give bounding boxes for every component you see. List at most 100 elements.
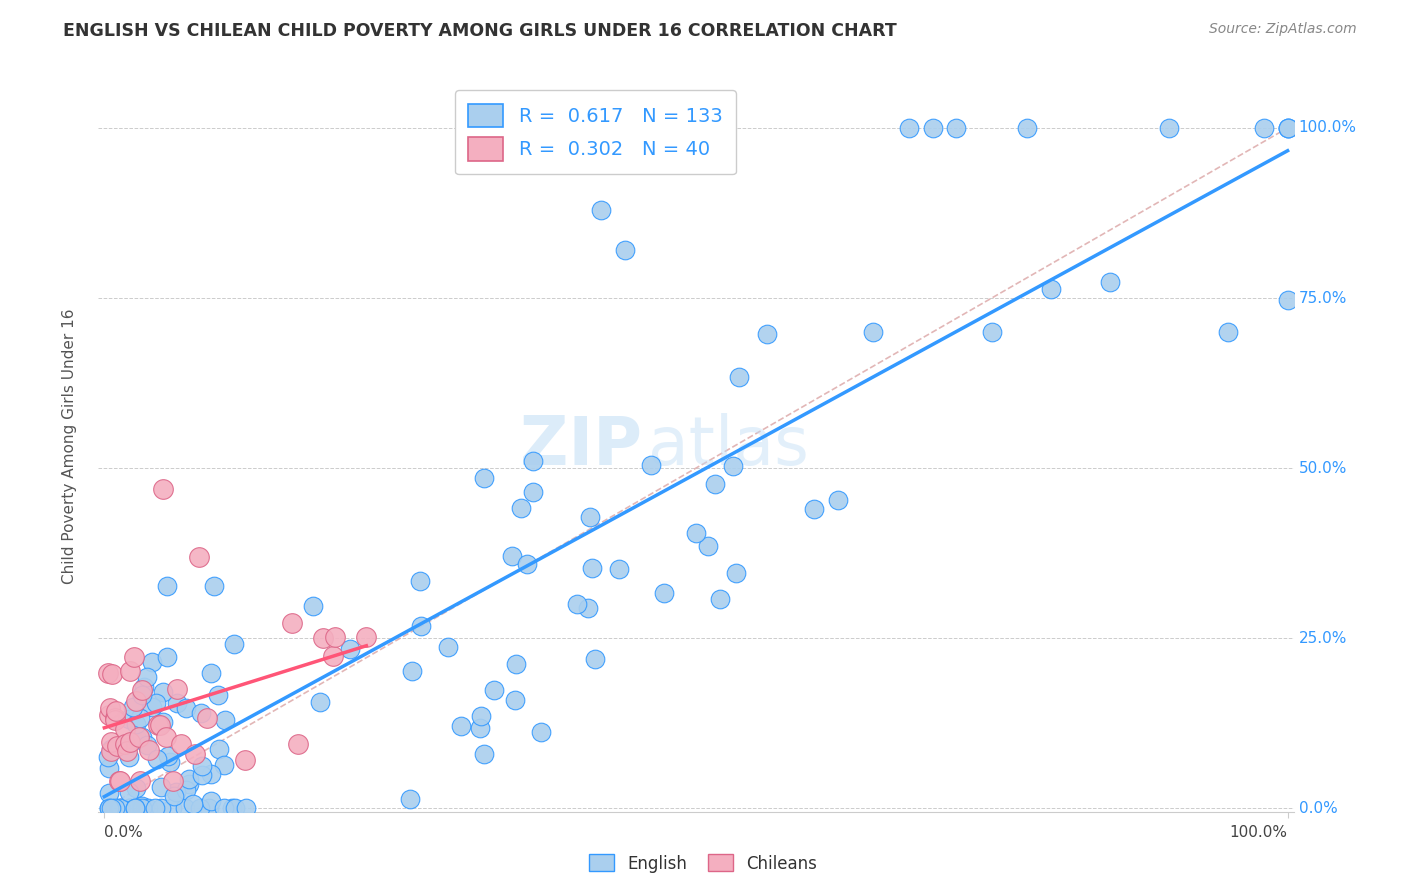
Point [146,718,169,732]
Point [207,689,229,703]
Point [197,801,219,815]
Point [157,748,180,763]
Text: ENGLISH VS CHILEAN CHILD POVERTY AMONG GIRLS UNDER 16 CORRELATION CHART: ENGLISH VS CHILEAN CHILD POVERTY AMONG G… [63,22,897,40]
Point [120,801,142,815]
Point [131,688,153,702]
Point [696,539,718,553]
Point [114,737,136,751]
Point [138,742,160,756]
Point [1277,120,1299,135]
Point [174,782,197,797]
Point [101,666,124,681]
Point [191,768,214,782]
Point [1218,325,1240,339]
Point [98,761,121,775]
Point [281,615,304,630]
Point [97,708,120,723]
Point [104,801,127,815]
Point [177,777,200,791]
Point [312,631,335,645]
Point [156,650,179,665]
Point [131,689,153,703]
Point [97,665,120,680]
Legend: R =  0.617   N = 133, R =  0.302   N = 40: R = 0.617 N = 133, R = 0.302 N = 40 [454,90,737,175]
Text: ZIP: ZIP [520,413,643,479]
Point [862,325,884,339]
Point [143,801,166,815]
Point [301,599,323,614]
Text: Source: ZipAtlas.com: Source: ZipAtlas.com [1209,22,1357,37]
Point [108,801,131,815]
Point [725,566,748,580]
Point [131,799,153,814]
Point [409,574,432,589]
Point [100,735,122,749]
Point [118,801,141,815]
Point [356,630,378,644]
Point [287,737,309,751]
Point [159,755,181,769]
Point [579,509,602,524]
Point [607,562,630,576]
Point [118,712,141,726]
Point [470,708,492,723]
Point [921,120,943,135]
Point [468,721,491,735]
Point [110,774,132,789]
Point [728,370,751,384]
Text: 75.0%: 75.0% [1299,291,1347,306]
Point [129,711,152,725]
Point [155,730,177,744]
Point [233,754,256,768]
Y-axis label: Child Poverty Among Girls Under 16: Child Poverty Among Girls Under 16 [62,309,77,583]
Point [398,791,420,805]
Point [125,716,148,731]
Point [1277,293,1299,307]
Point [827,493,849,508]
Point [149,801,172,815]
Point [472,471,495,485]
Point [125,694,148,708]
Point [100,741,122,756]
Point [1039,282,1062,296]
Point [309,696,332,710]
Point [200,794,222,808]
Point [1277,120,1299,135]
Point [170,737,193,751]
Point [105,739,128,753]
Point [136,670,159,684]
Point [110,801,132,815]
Point [450,719,472,733]
Point [156,579,179,593]
Point [98,786,121,800]
Point [145,752,167,766]
Point [174,701,197,715]
Point [591,202,613,217]
Point [214,801,236,815]
Point [509,500,531,515]
Point [322,648,344,663]
Point [131,683,153,698]
Point [323,630,346,644]
Point [583,652,606,666]
Point [181,797,204,811]
Point [174,801,197,815]
Point [190,759,212,773]
Text: 25.0%: 25.0% [1299,631,1347,646]
Point [125,781,148,796]
Text: 50.0%: 50.0% [1299,460,1347,475]
Point [118,664,141,678]
Point [222,637,245,651]
Point [160,801,183,815]
Point [97,750,120,764]
Point [132,681,155,695]
Point [131,730,153,744]
Point [235,801,257,815]
Text: 100.0%: 100.0% [1230,825,1288,840]
Point [188,549,211,564]
Point [179,772,201,786]
Point [945,120,967,135]
Point [145,696,167,710]
Text: 100.0%: 100.0% [1299,120,1357,136]
Point [614,244,637,258]
